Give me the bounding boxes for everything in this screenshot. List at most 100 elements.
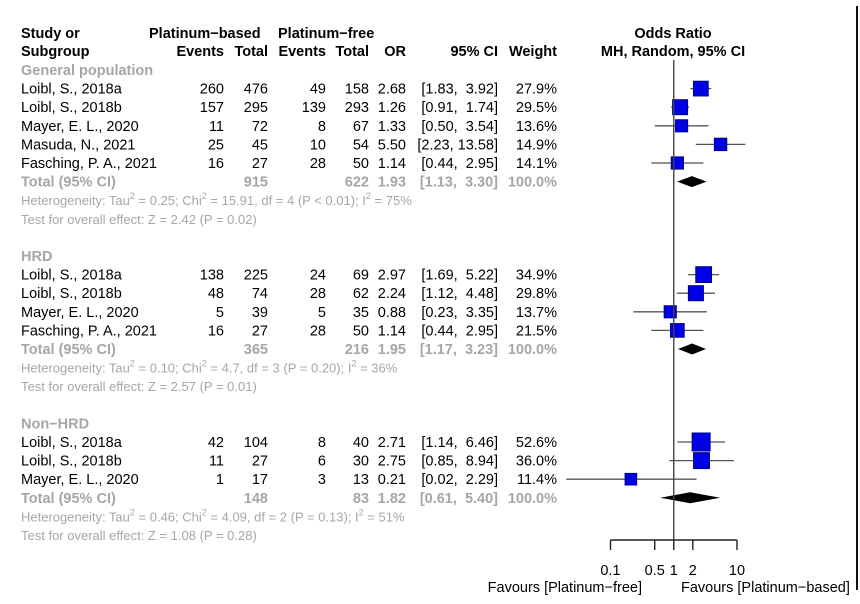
events-platinum-free: 28 <box>310 156 326 172</box>
confidence-interval: [2.23, 13.58] <box>417 137 498 153</box>
study-effect-square <box>691 432 711 452</box>
overall-effect-test: Test for overall effect: Z = 2.57 (P = 0… <box>21 379 257 394</box>
total-platinum-based: 17 <box>252 472 268 488</box>
total-platinum-free: 62 <box>353 286 369 302</box>
total-platinum-based: 476 <box>244 82 268 98</box>
total-platinum-free: 158 <box>345 82 369 98</box>
events-platinum-free: 8 <box>318 119 326 135</box>
header-subtitle: MH, Random, 95% CI <box>601 44 745 60</box>
total-platinum-based: 27 <box>252 323 268 339</box>
axis-label-left: Favours [Platinum−free] <box>488 580 642 596</box>
confidence-interval: [0.91, 1.74] <box>421 100 498 116</box>
pooled-effect-diamond <box>660 492 721 504</box>
total-n-platinum-based: 148 <box>244 491 268 507</box>
total-confidence-interval: [1.13, 3.30] <box>420 175 498 191</box>
study-name: Masuda, N., 2021 <box>21 137 135 153</box>
weight: 36.0% <box>516 454 557 470</box>
study-name: Fasching, P. A., 2021 <box>21 156 157 172</box>
superscript: 2 <box>130 191 135 201</box>
odds-ratio: 1.26 <box>378 100 406 116</box>
header-group1: Platinum−based <box>149 26 261 42</box>
total-platinum-free: 13 <box>353 472 369 488</box>
study-effect-square <box>675 119 689 133</box>
total-weight: 100.0% <box>508 342 557 358</box>
study-name: Mayer, E. L., 2020 <box>21 472 139 488</box>
total-platinum-free: 40 <box>353 435 369 451</box>
header-study-1: Study or <box>21 26 80 42</box>
x-axis: 0.1 0.5 1 2 10 <box>600 60 745 579</box>
header-group2: Platinum−free <box>278 26 374 42</box>
confidence-interval: [0.23, 3.35] <box>421 305 498 321</box>
total-platinum-free: 50 <box>353 323 369 339</box>
study-effect-square <box>672 99 689 116</box>
heterogeneity-part: = 36% <box>356 361 397 376</box>
heterogeneity-part: = 75% <box>371 193 412 208</box>
axis-label-right: Favours [Platinum−based] <box>681 580 850 596</box>
total-n-platinum-free: 216 <box>345 342 369 358</box>
study-name: Loibl, S., 2018a <box>21 268 123 284</box>
events-platinum-based: 42 <box>208 435 224 451</box>
header-weight: Weight <box>509 44 557 60</box>
total-label: Total (95% CI) <box>21 491 116 507</box>
events-platinum-based: 5 <box>216 305 224 321</box>
header-events-2: Events <box>278 44 326 60</box>
heterogeneity-part: Heterogeneity: Tau <box>21 361 130 376</box>
odds-ratio: 2.68 <box>378 82 406 98</box>
axis-tick-label: 1 <box>670 563 678 579</box>
weight: 29.5% <box>516 100 557 116</box>
axis-tick-label: 0.5 <box>645 563 665 579</box>
events-platinum-free: 3 <box>318 472 326 488</box>
confidence-interval: [0.50, 3.54] <box>421 119 498 135</box>
study-effect-square <box>624 472 638 486</box>
events-platinum-based: 11 <box>209 119 224 135</box>
weight: 34.9% <box>516 268 557 284</box>
total-confidence-interval: [0.61, 5.40] <box>420 491 498 507</box>
study-effect-square <box>663 305 677 319</box>
total-platinum-based: 39 <box>252 305 268 321</box>
total-n-platinum-free: 622 <box>345 175 369 191</box>
confidence-interval: [0.02, 2.29] <box>421 472 498 488</box>
total-weight: 100.0% <box>508 491 557 507</box>
total-platinum-free: 67 <box>353 119 369 135</box>
events-platinum-based: 11 <box>209 454 224 470</box>
subgroup-heading: Non−HRD <box>21 416 89 432</box>
heterogeneity-text: Heterogeneity: Tau2 = 0.25; Chi2 = 15.91… <box>21 191 412 208</box>
weight: 21.5% <box>516 323 557 339</box>
total-platinum-free: 69 <box>353 268 369 284</box>
total-platinum-based: 295 <box>244 100 268 116</box>
total-platinum-based: 225 <box>244 268 268 284</box>
study-effect-square <box>693 452 711 470</box>
events-platinum-based: 157 <box>200 100 224 116</box>
events-platinum-free: 49 <box>310 82 326 98</box>
events-platinum-free: 28 <box>310 286 326 302</box>
heterogeneity-text: Heterogeneity: Tau2 = 0.10; Chi2 = 4.7, … <box>21 359 398 376</box>
heterogeneity-part: = 0.25; Chi <box>135 193 202 208</box>
study-effect-square <box>692 80 709 97</box>
study-name: Loibl, S., 2018b <box>21 454 122 470</box>
total-platinum-free: 30 <box>353 454 369 470</box>
total-platinum-free: 54 <box>353 137 369 153</box>
total-platinum-free: 50 <box>353 156 369 172</box>
total-confidence-interval: [1.17, 3.23] <box>420 342 498 358</box>
total-platinum-based: 27 <box>252 156 268 172</box>
study-name: Loibl, S., 2018a <box>21 435 123 451</box>
overall-effect-test: Test for overall effect: Z = 2.42 (P = 0… <box>21 212 257 227</box>
total-n-platinum-based: 915 <box>244 175 268 191</box>
events-platinum-free: 139 <box>302 100 326 116</box>
superscript: 2 <box>202 507 207 517</box>
odds-ratio: 2.71 <box>378 435 406 451</box>
confidence-interval: [1.69, 5.22] <box>421 268 498 284</box>
heterogeneity-part: = 0.46; Chi <box>135 509 202 524</box>
odds-ratio: 2.97 <box>378 268 406 284</box>
events-platinum-free: 28 <box>310 323 326 339</box>
confidence-interval: [0.44, 2.95] <box>421 156 498 172</box>
events-platinum-free: 8 <box>318 435 326 451</box>
weight: 11.4% <box>517 472 557 488</box>
odds-ratio: 1.14 <box>378 156 406 172</box>
confidence-interval: [0.85, 8.94] <box>421 454 498 470</box>
pooled-effect-diamond <box>677 176 707 188</box>
overall-effect-test: Test for overall effect: Z = 1.08 (P = 0… <box>21 528 257 543</box>
events-platinum-free: 5 <box>318 305 326 321</box>
odds-ratio: 0.88 <box>378 305 406 321</box>
weight: 13.6% <box>516 119 557 135</box>
